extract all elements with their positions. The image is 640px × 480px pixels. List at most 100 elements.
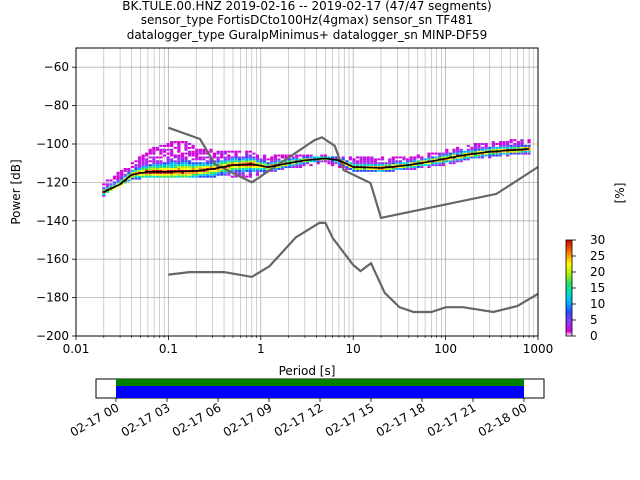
density-cell bbox=[309, 154, 313, 157]
density-cell bbox=[359, 169, 363, 172]
density-cell bbox=[377, 166, 381, 169]
density-cell bbox=[166, 164, 170, 167]
density-cell bbox=[170, 152, 174, 155]
density-cell bbox=[120, 173, 124, 176]
density-cell bbox=[427, 156, 431, 159]
density-cell bbox=[513, 144, 517, 147]
density-cell bbox=[148, 173, 152, 176]
density-cell bbox=[466, 154, 470, 157]
density-cell bbox=[463, 152, 467, 155]
density-cell bbox=[470, 154, 474, 157]
density-cell bbox=[116, 183, 120, 186]
density-cell bbox=[173, 167, 177, 170]
density-cell bbox=[523, 152, 528, 155]
density-cell bbox=[137, 164, 142, 167]
density-cell bbox=[527, 148, 531, 151]
density-cell bbox=[170, 164, 174, 167]
density-cell bbox=[137, 173, 142, 176]
density-cell bbox=[162, 166, 167, 169]
density-cell bbox=[245, 162, 249, 165]
density-cell bbox=[273, 154, 277, 157]
density-cell bbox=[355, 156, 360, 159]
density-cell bbox=[152, 148, 156, 151]
density-cell bbox=[402, 162, 406, 165]
density-cell bbox=[170, 162, 174, 165]
density-cell bbox=[506, 141, 510, 144]
time-tick-label: 02-18 00 bbox=[476, 400, 530, 439]
density-cell bbox=[327, 162, 331, 165]
density-cell bbox=[280, 154, 285, 157]
density-cell bbox=[473, 148, 478, 151]
density-cell bbox=[377, 158, 381, 161]
density-cell bbox=[377, 169, 381, 172]
density-cell bbox=[345, 160, 349, 163]
density-cell bbox=[363, 169, 367, 172]
density-cell bbox=[198, 152, 202, 155]
density-cell bbox=[191, 171, 195, 174]
density-cell bbox=[220, 164, 224, 167]
density-cell bbox=[148, 156, 152, 159]
density-cell bbox=[234, 166, 238, 169]
density-cell bbox=[502, 143, 506, 145]
density-cell bbox=[513, 143, 517, 145]
density-cell bbox=[180, 171, 185, 174]
density-cell bbox=[148, 150, 152, 153]
density-cell bbox=[241, 158, 245, 161]
density-cell bbox=[466, 158, 470, 161]
density-cell bbox=[245, 154, 249, 157]
density-cell bbox=[234, 150, 238, 153]
density-cell bbox=[223, 158, 227, 161]
density-cell bbox=[195, 152, 199, 155]
density-cell bbox=[430, 156, 435, 159]
x-tick-label: 0.01 bbox=[63, 342, 90, 356]
density-cell bbox=[420, 160, 424, 163]
density-cell bbox=[177, 141, 181, 144]
colorbar[interactable] bbox=[565, 239, 573, 337]
density-cell bbox=[198, 150, 202, 153]
density-cell bbox=[309, 156, 313, 159]
density-cell bbox=[388, 164, 392, 167]
density-cell bbox=[252, 152, 256, 155]
density-cell bbox=[423, 164, 428, 167]
density-cell bbox=[388, 169, 392, 172]
density-cell bbox=[216, 166, 220, 169]
density-cell bbox=[377, 162, 381, 165]
density-cell bbox=[295, 156, 299, 159]
density-cell bbox=[170, 175, 174, 178]
y-tick-label: −60 bbox=[44, 60, 69, 74]
density-cell bbox=[205, 162, 210, 165]
density-cell bbox=[184, 146, 188, 149]
density-cell bbox=[466, 148, 470, 151]
density-cell bbox=[355, 167, 360, 170]
density-cell bbox=[155, 146, 160, 149]
density-cell bbox=[413, 160, 417, 163]
density-cell bbox=[348, 156, 352, 159]
density-cell bbox=[516, 144, 520, 147]
density-cell bbox=[152, 166, 156, 169]
density-cell bbox=[295, 158, 299, 161]
density-cell bbox=[266, 158, 270, 161]
density-cell bbox=[363, 167, 367, 170]
density-cell bbox=[398, 167, 403, 170]
density-cell bbox=[466, 150, 470, 153]
density-cell bbox=[152, 164, 156, 167]
density-cell bbox=[305, 154, 310, 157]
density-cell bbox=[198, 162, 202, 165]
density-cell bbox=[180, 154, 185, 157]
density-cell bbox=[266, 162, 270, 165]
density-cell bbox=[416, 164, 420, 167]
density-cell bbox=[391, 169, 395, 172]
density-cell bbox=[445, 158, 449, 161]
density-cell bbox=[180, 158, 185, 161]
density-cell bbox=[102, 192, 106, 195]
density-cell bbox=[263, 156, 267, 159]
density-cell bbox=[166, 143, 170, 145]
density-cell bbox=[480, 154, 485, 157]
density-cell bbox=[466, 156, 470, 159]
density-cell bbox=[159, 162, 163, 165]
density-cell bbox=[430, 164, 435, 167]
density-cell bbox=[320, 154, 324, 157]
density-cell bbox=[491, 143, 495, 145]
density-cell bbox=[184, 148, 188, 151]
